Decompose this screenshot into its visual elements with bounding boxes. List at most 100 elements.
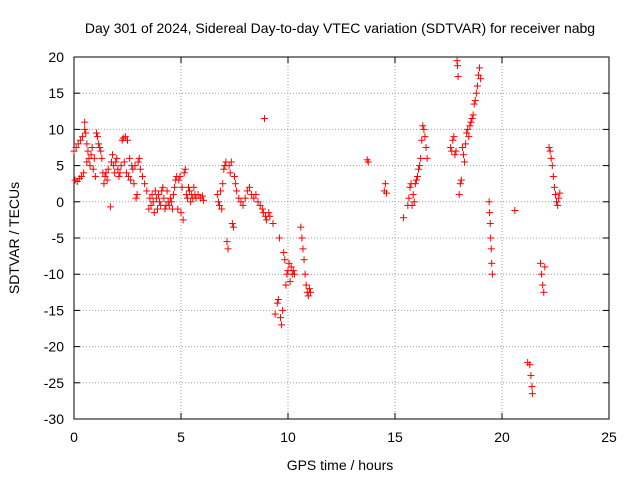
data-point	[88, 144, 96, 151]
data-point	[301, 270, 309, 278]
data-point	[412, 176, 420, 184]
data-point	[488, 259, 496, 267]
data-point	[147, 201, 155, 209]
data-point	[81, 118, 89, 126]
data-point	[364, 158, 372, 166]
data-point	[302, 281, 310, 289]
data-point	[243, 187, 251, 195]
data-point	[511, 206, 519, 214]
data-point	[161, 205, 169, 213]
data-point	[277, 314, 285, 322]
data-point	[133, 191, 141, 199]
data-point	[299, 245, 307, 253]
data-point	[454, 73, 462, 81]
data-point	[125, 172, 133, 180]
data-point	[538, 270, 546, 278]
data-point	[447, 144, 455, 151]
data-point	[136, 165, 144, 173]
data-point	[176, 172, 184, 180]
data-point	[72, 144, 80, 151]
data-point	[469, 111, 477, 119]
data-point	[223, 238, 231, 246]
data-point	[539, 281, 547, 289]
data-point	[175, 176, 183, 184]
data-point	[138, 172, 146, 180]
data-point	[114, 165, 122, 173]
data-point	[287, 263, 295, 271]
data-point	[545, 144, 553, 151]
data-point	[80, 169, 88, 177]
data-point	[129, 165, 137, 173]
data-point	[423, 154, 431, 162]
data-point	[143, 187, 151, 195]
y-tick-labels: -30 -25 -20 -15 -10 -5 0 5 10 15 20	[44, 49, 64, 427]
data-point	[94, 133, 102, 141]
data-point	[165, 201, 173, 209]
data-point	[285, 259, 293, 267]
data-point	[233, 187, 241, 195]
data-point	[411, 180, 419, 188]
data-point	[130, 180, 138, 188]
data-point	[146, 194, 154, 202]
data-point	[540, 288, 548, 296]
data-point	[103, 176, 111, 184]
data-point	[465, 133, 473, 141]
data-point	[451, 151, 459, 159]
data-point	[132, 194, 140, 202]
data-point	[464, 125, 472, 133]
data-point	[269, 220, 277, 228]
data-point	[459, 151, 467, 159]
data-point	[422, 144, 430, 151]
data-point	[124, 136, 131, 144]
data-point	[405, 194, 413, 202]
data-point	[87, 151, 95, 159]
data-point	[235, 194, 243, 202]
data-point	[127, 176, 135, 184]
data-point	[231, 172, 238, 180]
data-point	[150, 209, 158, 217]
data-point	[415, 165, 423, 173]
data-point	[149, 198, 157, 206]
y-tick-label: -30	[44, 411, 64, 427]
data-point	[265, 209, 273, 217]
x-tick-labels: 0 5 10 15 20 25	[70, 429, 617, 445]
data-point	[419, 122, 427, 130]
data-point	[553, 198, 561, 206]
data-point	[416, 162, 424, 170]
data-point	[474, 71, 482, 79]
data-point	[96, 144, 104, 151]
data-point	[74, 140, 82, 148]
x-tick-label: 25	[601, 429, 617, 445]
data-point	[213, 191, 221, 199]
data-point	[300, 256, 308, 264]
y-tick-label: 5	[56, 158, 64, 174]
x-axis-label: GPS time / hours	[287, 457, 394, 473]
data-point	[174, 205, 182, 213]
y-tick-label: -15	[44, 302, 64, 318]
data-point	[98, 154, 106, 162]
data-point	[160, 194, 168, 202]
data-point	[187, 198, 195, 206]
data-point	[453, 62, 461, 70]
data-point	[470, 100, 478, 108]
data-point	[305, 285, 313, 293]
data-point	[456, 180, 464, 188]
data-point	[216, 201, 224, 209]
data-point	[286, 277, 294, 285]
data-point	[141, 180, 149, 188]
y-tick-label: 15	[48, 85, 64, 101]
data-point	[266, 212, 274, 220]
data-point	[289, 267, 297, 275]
data-point	[163, 187, 171, 195]
y-tick-label: -20	[44, 339, 64, 355]
data-point	[472, 89, 480, 97]
data-point	[477, 75, 485, 83]
data-point	[148, 191, 156, 199]
data-point	[471, 96, 479, 104]
data-point	[145, 205, 153, 213]
data-point	[406, 183, 414, 191]
data-point	[155, 191, 163, 199]
data-point	[552, 191, 559, 199]
y-tick-label: 0	[56, 194, 64, 210]
data-point	[413, 172, 421, 180]
